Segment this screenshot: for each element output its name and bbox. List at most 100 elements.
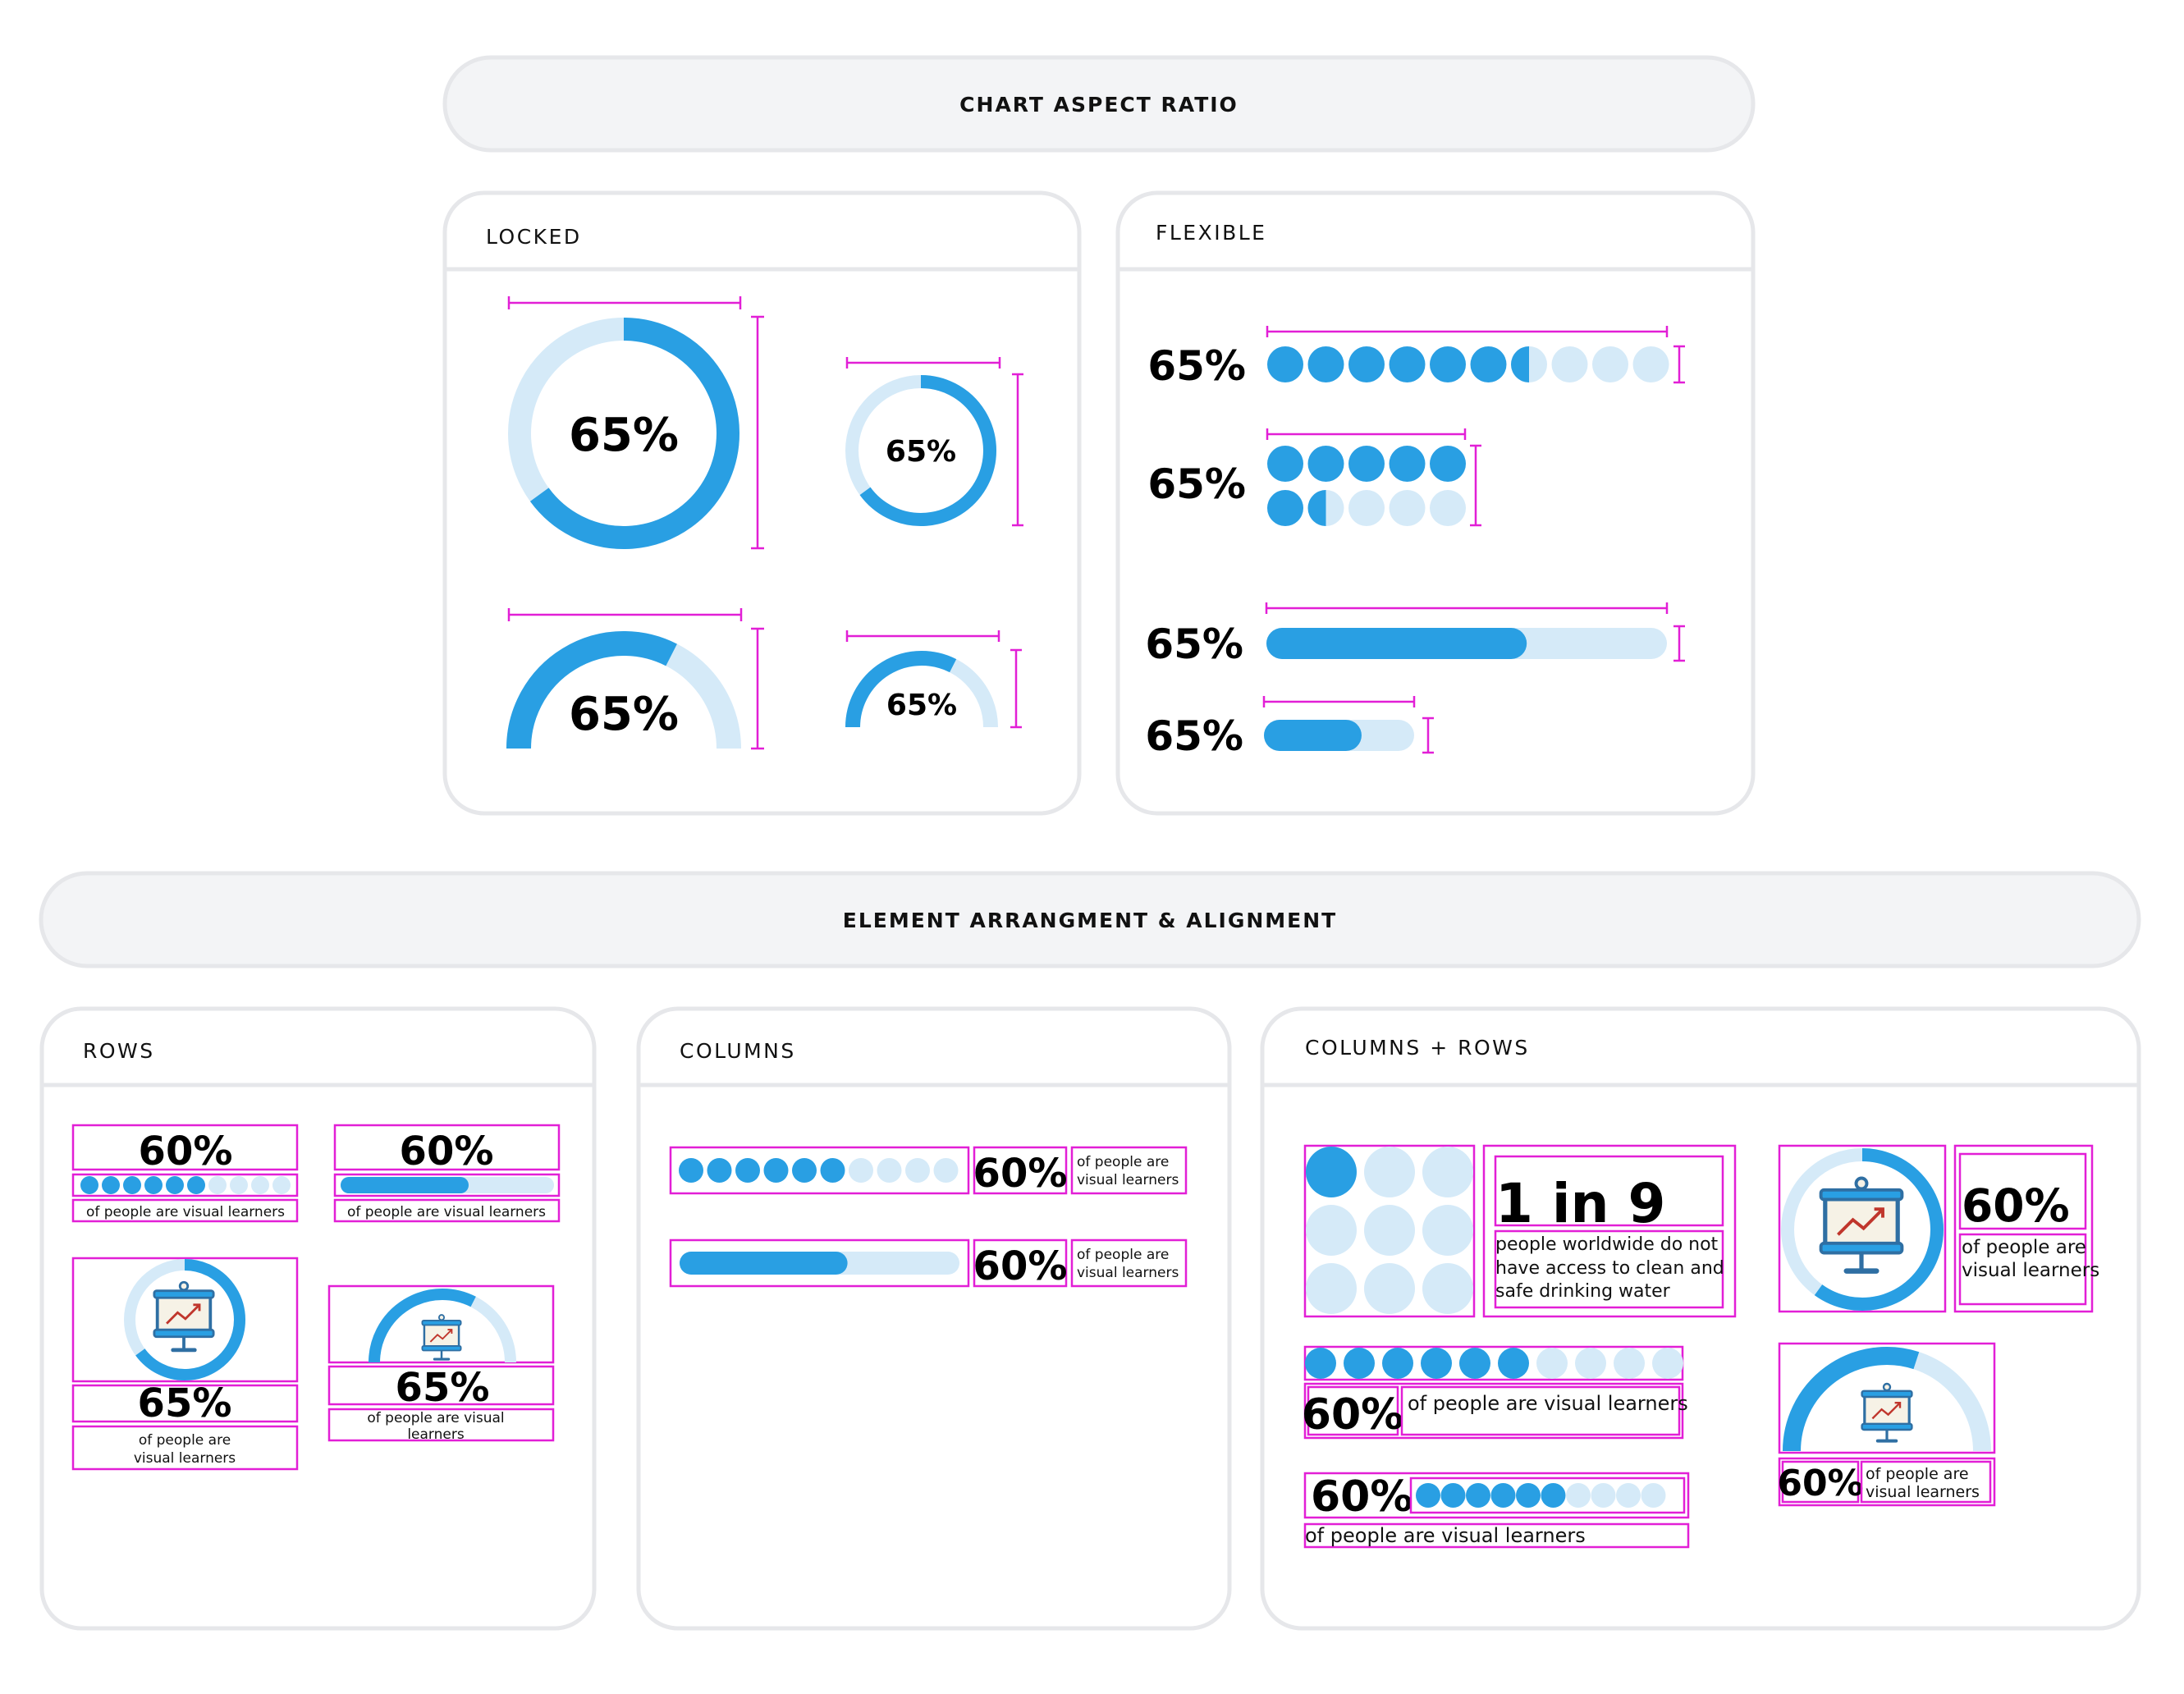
card-title: ROWS — [83, 1039, 155, 1063]
dot-empty — [1364, 1205, 1415, 1256]
gauge-fill — [845, 651, 957, 728]
dot-filled — [1516, 1483, 1541, 1508]
dot-empty — [1536, 1348, 1568, 1379]
gauge-value: 65% — [886, 689, 957, 722]
dot-filled — [1416, 1483, 1440, 1508]
dot-filled — [1348, 446, 1385, 482]
dot-filled — [763, 1158, 789, 1183]
dot-filled — [1389, 346, 1426, 382]
bar-value: 65% — [1145, 620, 1243, 668]
dot-empty — [905, 1158, 930, 1183]
caption: visual learners — [134, 1450, 236, 1467]
dot-empty — [208, 1176, 227, 1194]
dot-empty — [1306, 1205, 1357, 1256]
bar-fill — [1266, 628, 1527, 659]
caption: of people are visual learners — [1408, 1392, 1688, 1415]
gauge-value: 60% — [1777, 1463, 1863, 1504]
caption: of people are — [1077, 1247, 1169, 1263]
dot-empty — [1632, 346, 1669, 382]
dot-empty — [1364, 1263, 1415, 1314]
donut-chart-small: 65% — [845, 375, 996, 526]
dimension-lines — [1265, 602, 1685, 662]
dot-empty — [230, 1176, 248, 1194]
dot-empty — [1641, 1483, 1666, 1508]
card-title: FLEXIBLE — [1156, 221, 1266, 245]
caption: of people are visual learners — [1305, 1524, 1586, 1547]
caption: of people are — [1962, 1237, 2086, 1258]
donut-value: 65% — [569, 409, 679, 462]
dot-filled — [1430, 446, 1466, 482]
card-columns-rows: COLUMNS + ROWS 1 in 9 people worldwide d… — [1260, 1006, 2141, 1631]
card-locked: LOCKED 65% 65% 65% — [442, 190, 1082, 816]
caption: safe drinking water — [1495, 1281, 1671, 1302]
banner-title: CHART ASPECT RATIO — [959, 93, 1239, 117]
dot-filled — [166, 1176, 184, 1194]
dots-value: 60% — [1302, 1390, 1403, 1440]
donut-fill — [1814, 1148, 1944, 1311]
donut-fill — [529, 318, 739, 549]
dot-filled — [1382, 1348, 1413, 1379]
dot-filled — [735, 1158, 760, 1183]
caption: of people are visual — [367, 1410, 504, 1426]
waffle-chart — [1306, 1147, 1473, 1314]
bar-fill — [1264, 720, 1362, 751]
dot-empty — [1591, 1483, 1616, 1508]
bar-value: 65% — [1145, 712, 1243, 760]
dot-filled — [80, 1176, 98, 1194]
dot-filled — [1305, 1348, 1336, 1379]
dimension-lines — [507, 296, 764, 550]
donut-chart-large: 65% — [508, 318, 739, 549]
caption: visual learners — [1077, 1265, 1179, 1281]
dot-filled — [820, 1158, 845, 1183]
donut-value: 65% — [886, 435, 956, 469]
caption: people worldwide do not — [1495, 1234, 1719, 1255]
dot-row-chart — [1267, 346, 1669, 382]
dimension-lines — [845, 357, 1023, 527]
dot-empty — [1616, 1483, 1641, 1508]
dot-filled — [1389, 446, 1426, 482]
dot-empty — [1551, 346, 1588, 382]
dots-value: 65% — [1147, 460, 1246, 508]
dot-empty — [1364, 1147, 1415, 1197]
banner-chart-aspect-ratio: CHART ASPECT RATIO — [442, 55, 1756, 153]
dimension-lines — [1262, 696, 1434, 754]
caption: of people are — [1866, 1465, 1969, 1483]
dot-filled — [1440, 1483, 1466, 1508]
dot-empty — [1389, 490, 1426, 526]
dimension-lines — [845, 630, 1022, 729]
card-flexible: FLEXIBLE 65% 65% 65% 65% — [1115, 190, 1756, 816]
dot-row-chart — [80, 1176, 291, 1194]
dot-filled — [1498, 1348, 1529, 1379]
dot-empty — [1575, 1348, 1606, 1379]
caption: of people are — [139, 1432, 231, 1449]
dot-filled — [1307, 446, 1344, 482]
gauge-chart-large: 65% — [506, 631, 741, 749]
dots-value: 60% — [973, 1151, 1068, 1197]
dot-filled — [1466, 1483, 1490, 1508]
dimension-lines — [1266, 326, 1685, 384]
bar-fill — [680, 1252, 848, 1275]
bar-value: 60% — [400, 1129, 494, 1174]
dot-filled — [1459, 1348, 1490, 1379]
dot-filled — [123, 1176, 141, 1194]
dot-empty — [1348, 490, 1385, 526]
dot-empty — [1422, 1263, 1473, 1314]
dot-empty — [1422, 1147, 1473, 1197]
card-title: COLUMNS — [680, 1039, 796, 1063]
donut-value: 60% — [1962, 1179, 2070, 1232]
donut-fill — [859, 375, 996, 526]
dot-row-chart — [1305, 1348, 1683, 1379]
dots-value: 60% — [139, 1129, 233, 1174]
dot-filled — [1490, 1483, 1516, 1508]
dot-row-chart — [679, 1158, 959, 1183]
caption: learners — [407, 1426, 465, 1443]
dot-filled — [1307, 346, 1344, 382]
dot-filled — [1267, 446, 1303, 482]
dot-empty — [1566, 1483, 1591, 1508]
gauge-fill — [1783, 1347, 1920, 1452]
caption: visual learners — [1866, 1483, 1980, 1501]
bar-fill — [341, 1177, 469, 1193]
dot-filled — [1421, 1348, 1452, 1379]
dot-partial — [1511, 346, 1529, 382]
dot-filled — [707, 1158, 732, 1183]
